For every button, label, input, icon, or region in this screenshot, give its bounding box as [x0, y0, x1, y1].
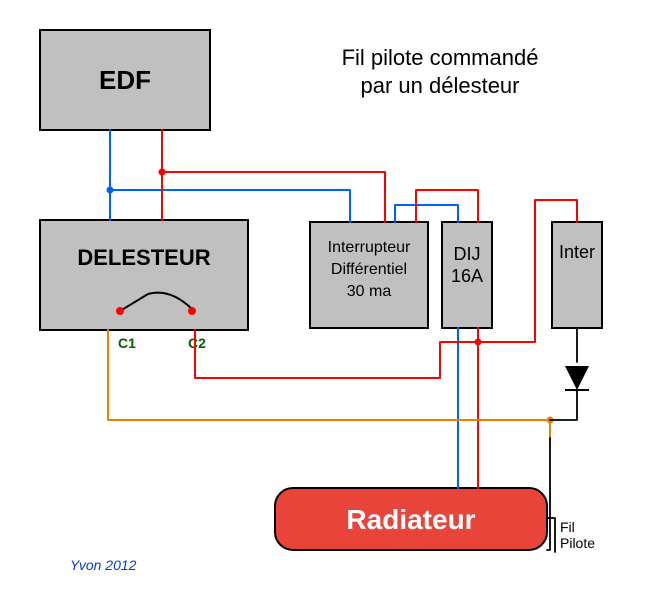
- wire-orange-pilote-main: [108, 330, 550, 438]
- dij-label-2: 16A: [451, 266, 483, 286]
- junction-node: [116, 307, 124, 315]
- signature: Yvon 2012: [70, 557, 137, 573]
- interrupteur-label-1: Interrupteur: [328, 239, 411, 256]
- c1-label: C1: [118, 335, 136, 351]
- inter-box: [552, 222, 602, 328]
- dij-label-1: DIJ: [454, 244, 481, 264]
- junction-node: [188, 307, 196, 315]
- wiring-diagram: EDF DELESTEUR Interrupteur Différentiel 30 m…: [0, 0, 657, 592]
- wire-blue-int-to-dij: [395, 205, 458, 222]
- title-line2: par un délesteur: [361, 73, 520, 98]
- inter-label: Inter: [559, 242, 595, 262]
- edf-label: EDF: [99, 65, 151, 95]
- delesteur-box: [40, 220, 248, 330]
- interrupteur-label-2: Différentiel: [331, 261, 407, 278]
- fil-pilote-label-1: Fil: [560, 519, 575, 535]
- wire-red-c2-to-dij: [195, 330, 478, 378]
- delesteur-label: DELESTEUR: [77, 245, 210, 270]
- interrupteur-label-3: 30 ma: [347, 283, 392, 300]
- diode-icon: [565, 366, 589, 390]
- wire-blue-to-interrupteur: [110, 190, 350, 222]
- radiateur-label: Radiateur: [346, 504, 475, 535]
- fil-pilote-label-2: Pilote: [560, 535, 595, 551]
- wire-black-filpilote-out: [547, 518, 555, 552]
- c2-label: C2: [188, 335, 206, 351]
- wire-black-diode-to-orange: [550, 390, 577, 420]
- junction-node: [159, 169, 166, 176]
- title-line1: Fil pilote commandé: [342, 45, 539, 70]
- junction-node: [107, 187, 114, 194]
- wire-red-to-interrupteur: [162, 172, 385, 222]
